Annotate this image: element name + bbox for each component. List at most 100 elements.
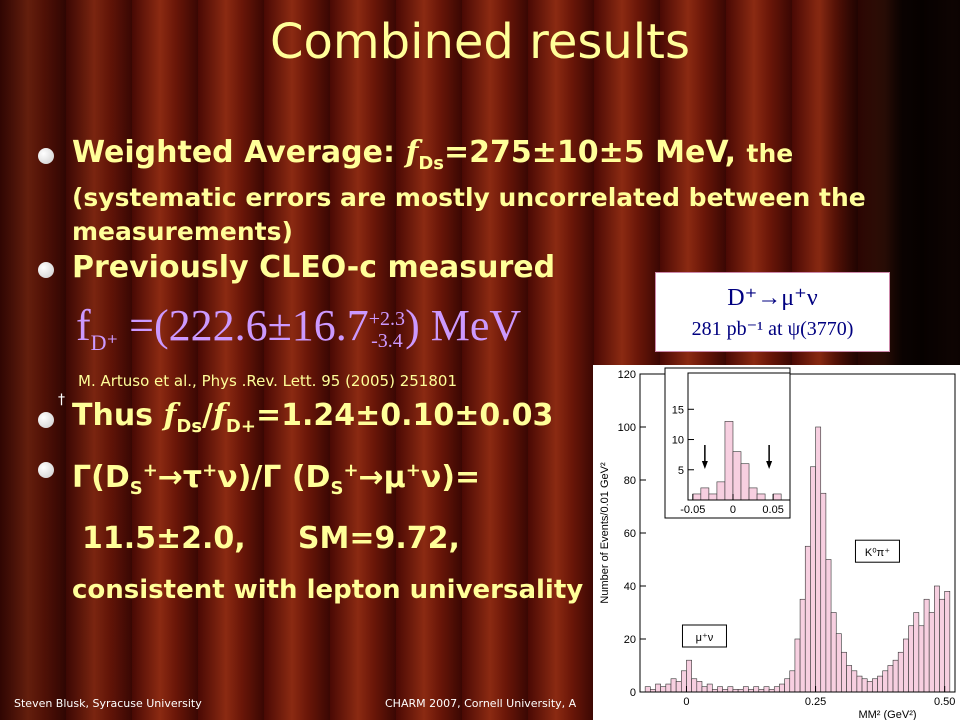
text: + xyxy=(343,460,359,481)
histogram-bar xyxy=(772,493,782,501)
title: Combined results xyxy=(270,14,690,70)
histogram-bar xyxy=(918,625,925,693)
histogram-bar xyxy=(763,686,770,693)
histogram-bar xyxy=(897,651,904,693)
histogram-bar xyxy=(841,651,847,693)
text: →τ xyxy=(157,460,203,495)
text: =(222.6±16.7 xyxy=(118,301,369,350)
text: Previously CLEO-c measured xyxy=(72,250,556,285)
histogram-bar xyxy=(825,559,832,693)
bullet-dot xyxy=(38,148,54,164)
histogram-bar xyxy=(923,598,930,693)
text: Weighted Average: xyxy=(72,135,406,170)
histogram-bar xyxy=(939,598,945,693)
histogram-bar xyxy=(732,451,742,501)
histogram-bar xyxy=(675,681,682,693)
y-tick-label: 20 xyxy=(624,634,636,646)
arrow-head xyxy=(766,461,773,469)
y-tick-label: 120 xyxy=(618,369,636,381)
histogram-bar xyxy=(784,678,791,693)
histogram-bar xyxy=(655,683,661,693)
text: / xyxy=(202,398,214,433)
text: =1.24±0.10±0.03 xyxy=(255,398,554,433)
histogram-bar xyxy=(892,659,899,693)
y-tick-label: 40 xyxy=(624,581,636,593)
histogram-bar xyxy=(692,493,702,501)
text: f xyxy=(163,398,177,433)
histogram-bar xyxy=(804,545,811,693)
histogram-bar xyxy=(903,638,909,693)
x-tick-label: 0.25 xyxy=(805,696,826,708)
text: f xyxy=(213,398,226,433)
histogram-bar xyxy=(779,683,785,693)
histogram-bar xyxy=(660,686,667,693)
histogram-bar xyxy=(701,686,708,693)
x-tick-label: 0.50 xyxy=(934,696,955,708)
histogram-bar xyxy=(748,487,758,501)
y-tick-label: 5 xyxy=(678,465,684,477)
decay-box: D⁺→μ⁺ν 281 pb⁻¹ at ψ(3770) xyxy=(655,272,890,352)
y-tick-label: 0 xyxy=(630,687,636,699)
x-tick-label: -0.05 xyxy=(680,504,705,516)
text: +2.3 xyxy=(368,307,406,330)
bullet-dot xyxy=(38,462,54,478)
histogram-bar xyxy=(851,670,858,693)
histogram-bar xyxy=(866,681,873,693)
histogram-bar xyxy=(717,686,723,693)
histogram-bar xyxy=(810,466,816,693)
text: Thus xyxy=(72,398,164,433)
histogram-bar xyxy=(882,670,889,693)
histogram-bar xyxy=(753,686,760,693)
histogram-bar xyxy=(815,426,822,693)
x-tick-label: 0.05 xyxy=(762,504,783,516)
histogram-bar xyxy=(887,665,894,693)
bullet: Γ(DS+→τ+ν)/Γ (DS+→μ+ν)= 11.5±2.0, SM=9.7… xyxy=(72,446,583,615)
histogram-bar xyxy=(944,591,951,693)
text: ) MeV xyxy=(405,301,522,350)
x-tick-label: 0 xyxy=(683,696,689,708)
histogram-bar xyxy=(708,493,718,501)
x-tick-label: 0 xyxy=(730,504,736,516)
bullet-dot xyxy=(38,412,54,428)
histogram-bar xyxy=(872,678,878,693)
text: + xyxy=(202,460,218,481)
histogram-bar xyxy=(670,678,677,693)
text: -3.4 xyxy=(371,329,403,352)
histogram-bar xyxy=(686,659,692,693)
histogram-bar xyxy=(835,633,842,693)
text: Ds xyxy=(418,153,445,174)
text: →μ xyxy=(358,460,406,495)
text: consistent with lepton universality xyxy=(72,575,584,605)
plot-frame xyxy=(687,372,791,501)
histogram-bar xyxy=(789,670,796,693)
histogram-bar xyxy=(773,686,780,693)
text: 281 pb⁻¹ at ψ(3770) xyxy=(691,318,854,340)
text: S xyxy=(129,478,143,499)
histogram-bar xyxy=(856,675,863,693)
histogram-bar xyxy=(644,686,651,693)
y-tick-label: 100 xyxy=(618,422,636,434)
histogram-bar xyxy=(742,686,749,693)
histogram-bar xyxy=(934,585,940,693)
y-tick-label: 15 xyxy=(672,404,684,416)
histogram-bar xyxy=(691,678,698,693)
text: ν)= xyxy=(420,460,481,495)
histogram-bar xyxy=(727,686,734,693)
histogram-bar xyxy=(740,463,750,501)
histogram-bar xyxy=(665,683,672,693)
annotation: μ⁺ν xyxy=(696,632,714,644)
histogram-bar xyxy=(830,612,837,693)
histogram-bar xyxy=(908,625,914,693)
y-tick-label: 60 xyxy=(624,528,636,540)
histogram-bar xyxy=(928,612,935,693)
histogram-bar xyxy=(696,681,703,693)
text: + xyxy=(405,460,421,481)
histogram-bar xyxy=(700,487,710,501)
text: ν)/Γ (D xyxy=(217,460,331,495)
histogram-bar xyxy=(861,678,868,693)
histogram-bar xyxy=(877,675,884,693)
annotation-box xyxy=(854,539,900,563)
y-axis-label: Number of Events/0.01 GeV² xyxy=(599,462,611,604)
